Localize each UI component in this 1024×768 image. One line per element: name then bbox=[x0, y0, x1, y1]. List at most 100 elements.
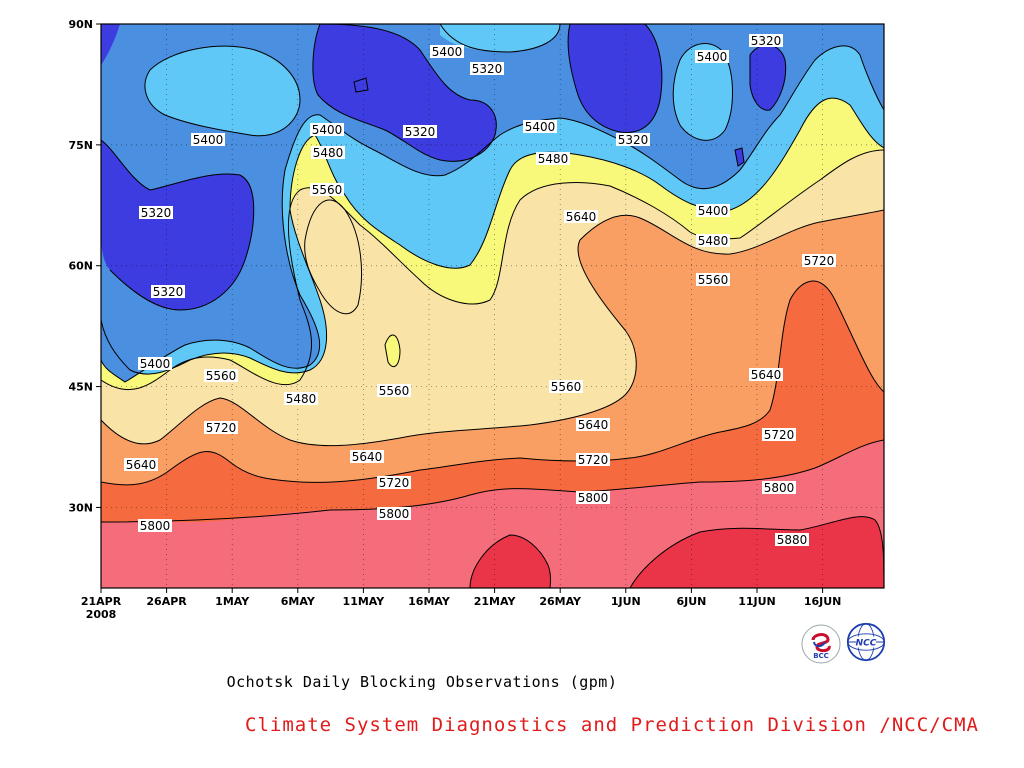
fill-5480-pocket bbox=[385, 334, 400, 367]
fill-high-south-a bbox=[470, 535, 551, 588]
ncc-logo-text: NCC bbox=[856, 639, 877, 649]
svg-text:5400: 5400 bbox=[312, 123, 343, 137]
svg-text:5880: 5880 bbox=[777, 533, 808, 547]
contour-label: 5400 bbox=[695, 50, 729, 64]
fill-5560-pocket bbox=[304, 200, 362, 314]
svg-text:5560: 5560 bbox=[312, 183, 343, 197]
fill-5400-pocket-ne bbox=[673, 43, 733, 141]
contour-label: 5560 bbox=[549, 380, 583, 394]
ncc-logo-icon: NCC bbox=[846, 622, 886, 662]
contour-label: 5320 bbox=[139, 206, 173, 220]
contour-label: 5480 bbox=[696, 234, 730, 248]
y-tick-label: 30N bbox=[68, 501, 93, 514]
contour-label: 5640 bbox=[749, 368, 783, 382]
contour-label: 5880 bbox=[775, 533, 809, 547]
y-tick-label: 75N bbox=[68, 139, 93, 152]
contour-label: 5400 bbox=[310, 123, 344, 137]
contour-label: 5560 bbox=[377, 384, 411, 398]
x-tick-label: 21APR bbox=[81, 595, 122, 608]
svg-text:5400: 5400 bbox=[140, 357, 171, 371]
svg-text:5720: 5720 bbox=[379, 476, 410, 490]
svg-text:5720: 5720 bbox=[206, 421, 237, 435]
svg-text:5560: 5560 bbox=[551, 380, 582, 394]
svg-text:5480: 5480 bbox=[698, 234, 729, 248]
contour-label: 5640 bbox=[564, 210, 598, 224]
chart-title: Ochotsk Daily Blocking Observations (gpm… bbox=[226, 673, 618, 691]
contour-label: 5640 bbox=[350, 450, 384, 464]
x-tick-label: 1MAY bbox=[215, 595, 250, 608]
contour-label: 5400 bbox=[430, 45, 464, 59]
svg-text:5560: 5560 bbox=[379, 384, 410, 398]
svg-text:5400: 5400 bbox=[432, 45, 463, 59]
contour-label: 5720 bbox=[576, 453, 610, 467]
x-tick-label: 26MAY bbox=[539, 595, 582, 608]
svg-text:5800: 5800 bbox=[379, 507, 410, 521]
svg-text:5720: 5720 bbox=[764, 428, 795, 442]
fill-5400-pocket-top bbox=[440, 24, 560, 52]
svg-text:5400: 5400 bbox=[525, 120, 556, 134]
contour-label: 5720 bbox=[377, 476, 411, 490]
contour-label: 5320 bbox=[151, 285, 185, 299]
contour-label: 5800 bbox=[762, 481, 796, 495]
contour-label: 5800 bbox=[377, 507, 411, 521]
fill-high-south-b bbox=[630, 516, 884, 588]
contour-label: 5640 bbox=[124, 458, 158, 472]
contour-label: 5320 bbox=[616, 133, 650, 147]
contour-label: 5400 bbox=[523, 120, 557, 134]
contour-label: 5720 bbox=[204, 421, 238, 435]
contour-label: 5800 bbox=[138, 519, 172, 533]
contour-lines bbox=[101, 24, 884, 588]
contour-label: 5560 bbox=[310, 183, 344, 197]
contour-label: 5400 bbox=[696, 204, 730, 218]
contour-label: 5720 bbox=[762, 428, 796, 442]
svg-text:5640: 5640 bbox=[566, 210, 597, 224]
contour-labels: 5400 5320 5400 5320 5400 5400 5480 5320 5400 5320… bbox=[124, 34, 836, 547]
y-tick-label: 90N bbox=[68, 18, 93, 31]
svg-text:5560: 5560 bbox=[206, 369, 237, 383]
svg-text:5800: 5800 bbox=[578, 491, 609, 505]
fill-low-sw bbox=[101, 24, 120, 65]
svg-text:5400: 5400 bbox=[697, 50, 728, 64]
contour-label: 5480 bbox=[536, 152, 570, 166]
y-tick-label: 45N bbox=[68, 381, 93, 394]
svg-text:5800: 5800 bbox=[764, 481, 795, 495]
svg-text:5320: 5320 bbox=[153, 285, 184, 299]
y-axis: 30N 45N 60N 75N 90N bbox=[68, 18, 101, 514]
svg-text:5480: 5480 bbox=[313, 146, 344, 160]
svg-text:5320: 5320 bbox=[141, 206, 172, 220]
svg-text:5720: 5720 bbox=[578, 453, 609, 467]
contour-fills bbox=[101, 24, 884, 588]
bcc-logo-text: BCC bbox=[813, 652, 829, 660]
svg-text:5480: 5480 bbox=[538, 152, 569, 166]
svg-text:5400: 5400 bbox=[698, 204, 729, 218]
svg-text:5800: 5800 bbox=[140, 519, 171, 533]
x-tick-label: 11JUN bbox=[738, 595, 776, 608]
contour-label: 5560 bbox=[204, 369, 238, 383]
x-tick-label: 6JUN bbox=[676, 595, 706, 608]
y-tick-label: 60N bbox=[68, 260, 93, 273]
x-axis: 21APR 26APR 1MAY 6MAY 11MAY 16MAY 21MAY 26MAY 1J… bbox=[81, 588, 842, 621]
contour-label: 5400 bbox=[191, 133, 225, 147]
contour-label: 5800 bbox=[576, 491, 610, 505]
contour-label: 5480 bbox=[284, 392, 318, 406]
svg-text:5640: 5640 bbox=[352, 450, 383, 464]
fill-low-north bbox=[312, 24, 497, 162]
x-tick-label: 21MAY bbox=[474, 595, 517, 608]
contour-label: 5320 bbox=[749, 34, 783, 48]
contour-label: 5320 bbox=[403, 125, 437, 139]
svg-text:5560: 5560 bbox=[698, 273, 729, 287]
contour-label: 5320 bbox=[470, 62, 504, 76]
svg-text:5480: 5480 bbox=[286, 392, 317, 406]
x-tick-label: 1JUN bbox=[611, 595, 641, 608]
svg-text:5720: 5720 bbox=[804, 254, 835, 268]
svg-text:5320: 5320 bbox=[751, 34, 782, 48]
grid-lines bbox=[101, 24, 884, 588]
x-tick-label: 16MAY bbox=[408, 595, 451, 608]
x-tick-label: 16JUN bbox=[804, 595, 842, 608]
x-tick-label: 6MAY bbox=[281, 595, 316, 608]
x-year-label: 2008 bbox=[86, 608, 117, 621]
fill-low-ne bbox=[567, 24, 662, 133]
fill-low-fe bbox=[750, 44, 786, 111]
chart-credit: Climate System Diagnostics and Predictio… bbox=[245, 714, 979, 736]
contour-label: 5720 bbox=[802, 254, 836, 268]
